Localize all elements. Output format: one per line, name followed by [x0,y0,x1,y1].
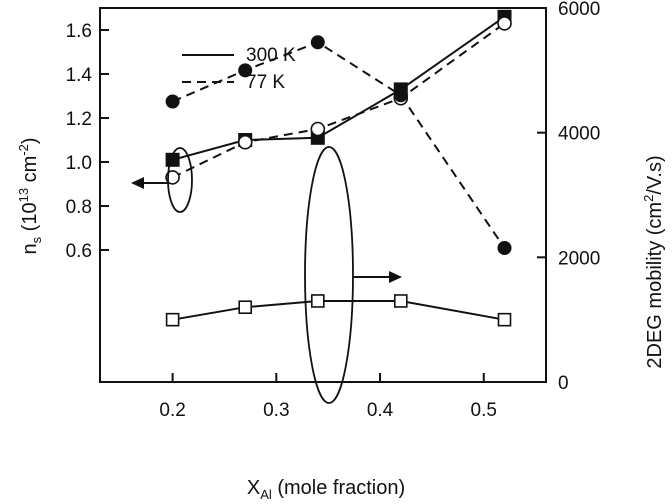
y-axis-title-right: 2DEG mobility (cm2/V.s) [641,155,666,368]
y-left-tick-label-3: 1.2 [66,109,92,130]
annotation-arrow-left-head [131,177,144,189]
y-right-tick-label-2: 4000 [558,124,600,145]
point-s3-0 [165,312,180,327]
y-right-tick-label-3: 6000 [558,0,600,20]
annotation-right [304,146,402,404]
series-line-0 [172,15,506,161]
point-s1-0 [165,170,180,185]
y-left-tick-label-0: 0.6 [66,241,92,262]
series-line-1 [172,22,506,179]
x-tick-label-2: 0.4 [367,400,394,421]
point-s3-4 [497,312,512,327]
series-lines [172,15,506,321]
y-left-tick-label-5: 1.6 [66,21,92,42]
point-s2-0 [165,94,180,109]
y-left-tick-label-2: 1.0 [66,153,92,174]
y-left-tick-label-4: 1.4 [66,65,93,86]
annotation-ellipse-mobility [304,146,354,404]
y-right-tick-label-0: 0 [558,373,569,394]
point-s3-2 [311,294,325,308]
point-s1-1 [237,134,253,150]
point-s2-2 [310,35,325,50]
plot-frame [99,7,547,383]
annotation-ellipse-ns [167,147,193,213]
point-s3-3 [393,294,408,308]
y-left-tick-label-1: 0.8 [66,197,92,218]
point-s2-1 [238,63,253,78]
markers [165,9,512,327]
point-s3-1 [238,300,253,315]
point-s1-4 [497,16,512,31]
x-tick-label-1: 0.3 [263,400,289,421]
annotation-arrow-right-head [389,271,402,283]
y-axis-title-left: ns (1013 cm-2) [16,137,44,254]
y-right-tick-label-1: 2000 [558,248,600,269]
legend-label-300k: 300 K [246,45,296,66]
x-tick-label-0: 0.2 [159,400,185,421]
ticks: 0.2 0.3 0.4 0.5 0.6 0.8 1.0 1.2 1.4 1.6 0 2000 4000 6… [66,0,601,421]
series-line-2 [172,41,506,249]
series-line-3 [172,300,505,321]
legend: 300 K 77 K [182,45,296,93]
point-s2-3 [393,88,408,103]
point-s1-2 [310,121,326,137]
annotation-left [131,147,193,213]
x-tick-label-3: 0.5 [471,400,497,421]
legend-label-77k: 77 K [246,72,285,93]
x-axis-title: XAl (mole fraction) [247,477,405,502]
point-s2-4 [497,240,512,255]
